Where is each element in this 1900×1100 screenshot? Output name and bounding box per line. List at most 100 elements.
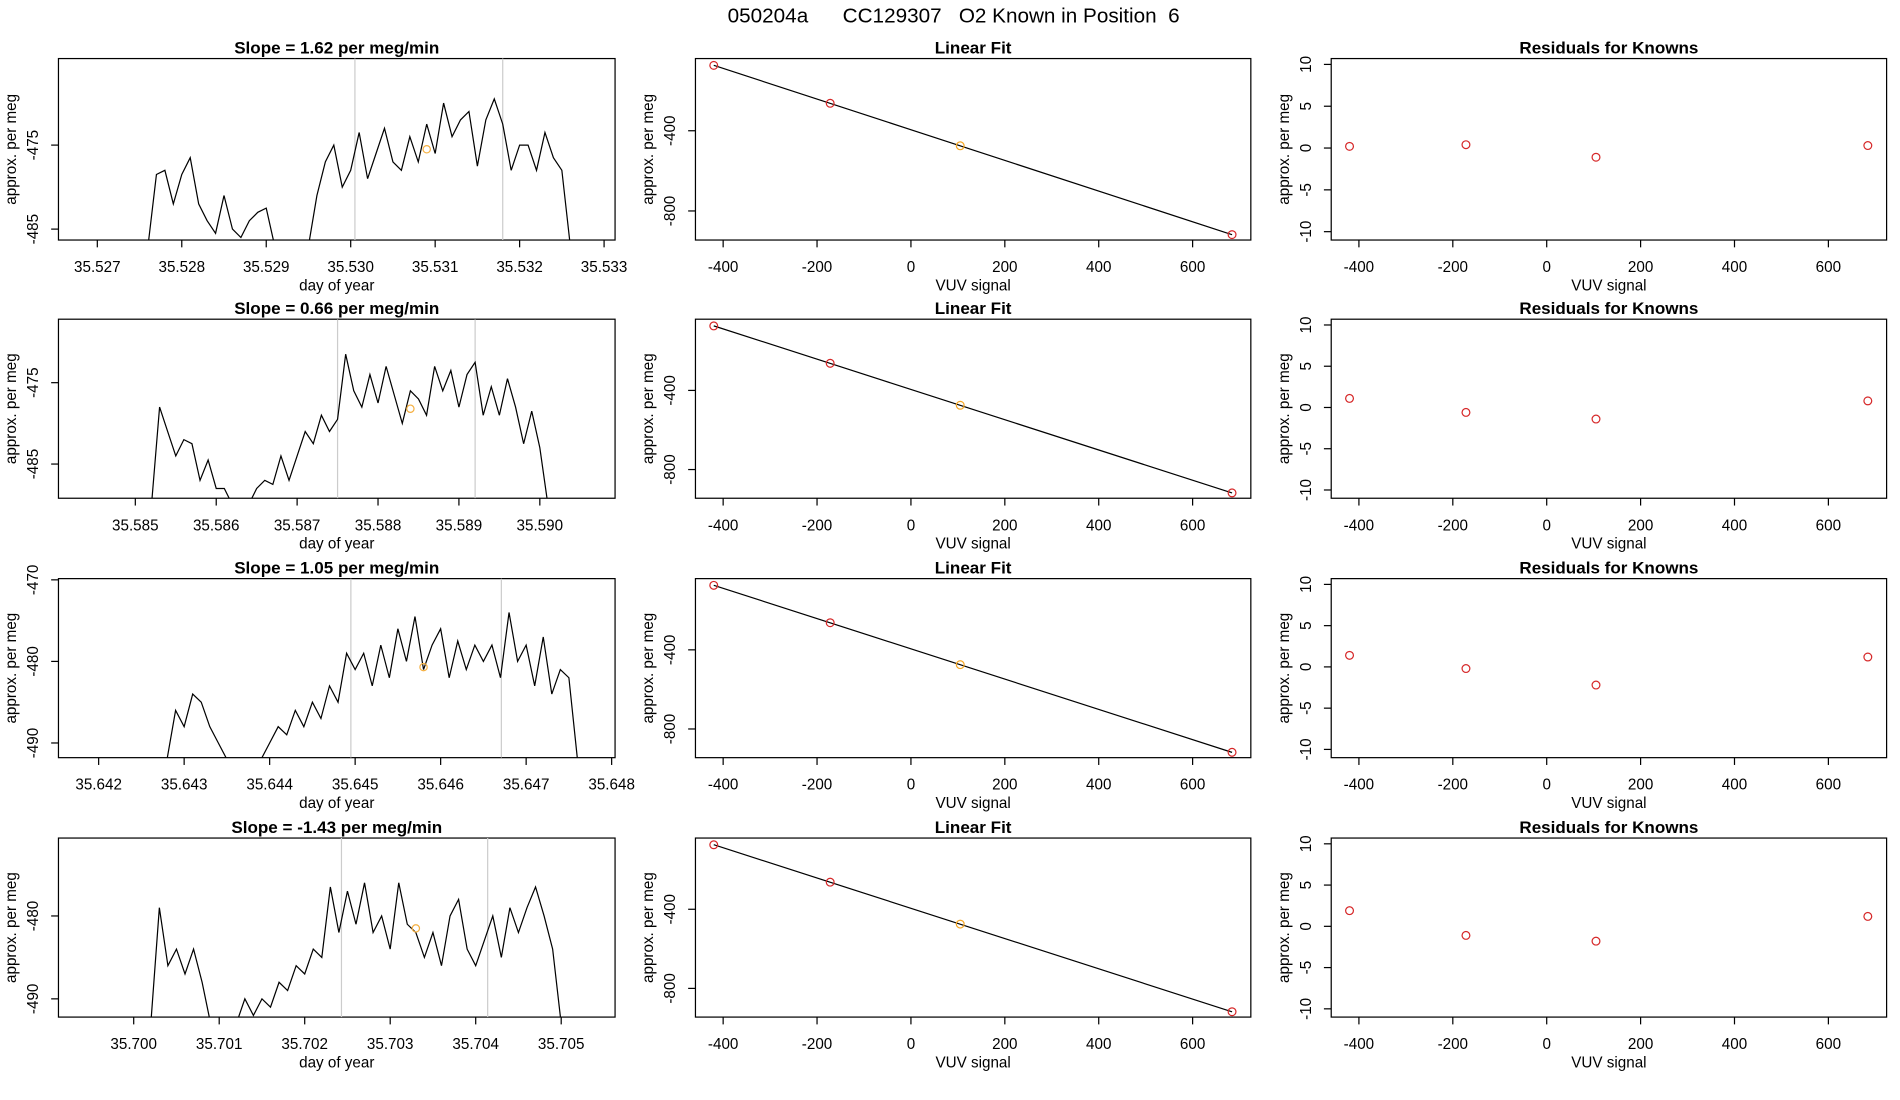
plot-area [709,580,1237,757]
x-tick-label: 35.647 [503,777,550,794]
point [1227,230,1237,240]
x-tick-label: 35.642 [75,777,122,794]
y-tick-label: -10 [1298,738,1315,760]
plot-frame [57,837,616,1018]
x-tick-label: 35.588 [355,517,402,534]
point [709,60,719,70]
y-tick-label: 0 [1298,663,1315,671]
x-tick-label: 200 [992,259,1017,276]
x-tick-label: -200 [1438,777,1468,794]
x-axis-label: VUV signal [1571,795,1646,812]
panel-title: Linear Fit [935,818,1012,837]
y-tick-label: -400 [662,375,679,405]
y-tick-label: 0 [1298,144,1315,152]
x-tick-label: 400 [1086,259,1111,276]
x-tick-label: 0 [1542,1036,1550,1053]
x-axis-label: VUV signal [935,277,1010,294]
x-tick-label: 35.648 [588,777,635,794]
plot-area [709,60,1237,240]
panel-title: Slope = -1.43 per meg/min [231,818,442,837]
y-tick-label: -475 [25,367,42,397]
y-axis-label: approx. per meg [3,94,20,205]
x-tick-label: 200 [1628,517,1653,534]
x-tick-label: -200 [802,259,832,276]
x-tick-label: 0 [907,259,915,276]
point [1461,407,1471,417]
point [1227,1007,1237,1017]
plot-area [709,321,1237,498]
x-tick-label: -400 [1344,1036,1374,1053]
point [825,358,835,368]
point [1863,911,1873,921]
x-tick-label: 35.701 [196,1036,243,1053]
x-tick-label: 0 [907,1036,915,1053]
point [1461,140,1471,150]
y-tick-label: 5 [1298,362,1315,370]
x-axis-label: VUV signal [1571,536,1646,553]
plot-frame [1330,318,1888,499]
plot-area [709,840,1237,1017]
panel-title: Residuals for Knowns [1519,558,1698,577]
point [1227,747,1237,757]
x-tick-label: 200 [992,517,1017,534]
point [1461,930,1471,940]
plot-area [151,319,548,499]
panel-title: Residuals for Knowns [1519,818,1698,837]
y-axis-label: approx. per meg [3,872,20,983]
y-axis-label: approx. per meg [640,613,657,724]
point [1461,664,1471,674]
panel-title: Linear Fit [935,299,1012,318]
x-tick-label: 0 [1542,517,1550,534]
x-tick-label: 35.645 [332,777,379,794]
panel-title: Linear Fit [935,558,1012,577]
x-tick-label: -200 [1438,1036,1468,1053]
x-tick-label: 200 [992,777,1017,794]
point [825,98,835,108]
plot-frame [694,318,1252,499]
panel: Slope = 1.05 per meg/min day of year appro… [3,558,635,812]
fit-line [713,64,1233,236]
point [1863,652,1873,662]
y-tick-label: 10 [1298,576,1315,593]
point [1345,650,1355,660]
x-tick-label: 35.586 [193,517,240,534]
x-axis-label: day of year [299,536,374,553]
y-tick-label: 5 [1298,621,1315,629]
x-tick-label: 35.589 [436,517,483,534]
mean-point [411,924,421,933]
x-tick-label: -400 [1344,259,1374,276]
y-axis-label: approx. per meg [1276,353,1293,464]
y-tick-label: -10 [1298,479,1315,501]
panel-title: Slope = 1.05 per meg/min [234,558,439,577]
y-tick-label: 5 [1298,881,1315,889]
plot-area [148,58,571,241]
x-tick-label: 35.530 [327,259,374,276]
point [955,660,965,670]
mean-point [419,662,428,672]
panel: Residuals for Knowns VUV signal approx. pe… [1276,38,1888,294]
x-tick-label: 35.532 [496,259,543,276]
y-tick-label: -490 [25,728,42,758]
mean-point [406,404,415,413]
plot-area [150,838,562,1018]
x-tick-label: -400 [1344,777,1374,794]
plot-frame [1330,578,1888,759]
y-tick-label: 10 [1298,56,1315,73]
data-line [166,612,578,758]
point [709,580,719,590]
x-axis-label: day of year [299,1054,374,1071]
point [955,400,965,410]
x-tick-label: 35.703 [367,1036,414,1053]
x-tick-label: 35.533 [581,259,628,276]
x-tick-label: 400 [1086,1036,1111,1053]
panel-title: Slope = 1.62 per meg/min [234,38,439,57]
plot-frame [694,578,1252,759]
x-tick-label: 35.527 [74,259,121,276]
x-tick-label: 400 [1722,777,1747,794]
y-tick-label: -10 [1298,998,1315,1020]
point [955,141,965,151]
y-axis-label: approx. per meg [3,613,20,724]
x-tick-label: 600 [1180,1036,1205,1053]
panel-title: Slope = 0.66 per meg/min [234,299,439,318]
y-tick-label: -485 [25,214,42,244]
